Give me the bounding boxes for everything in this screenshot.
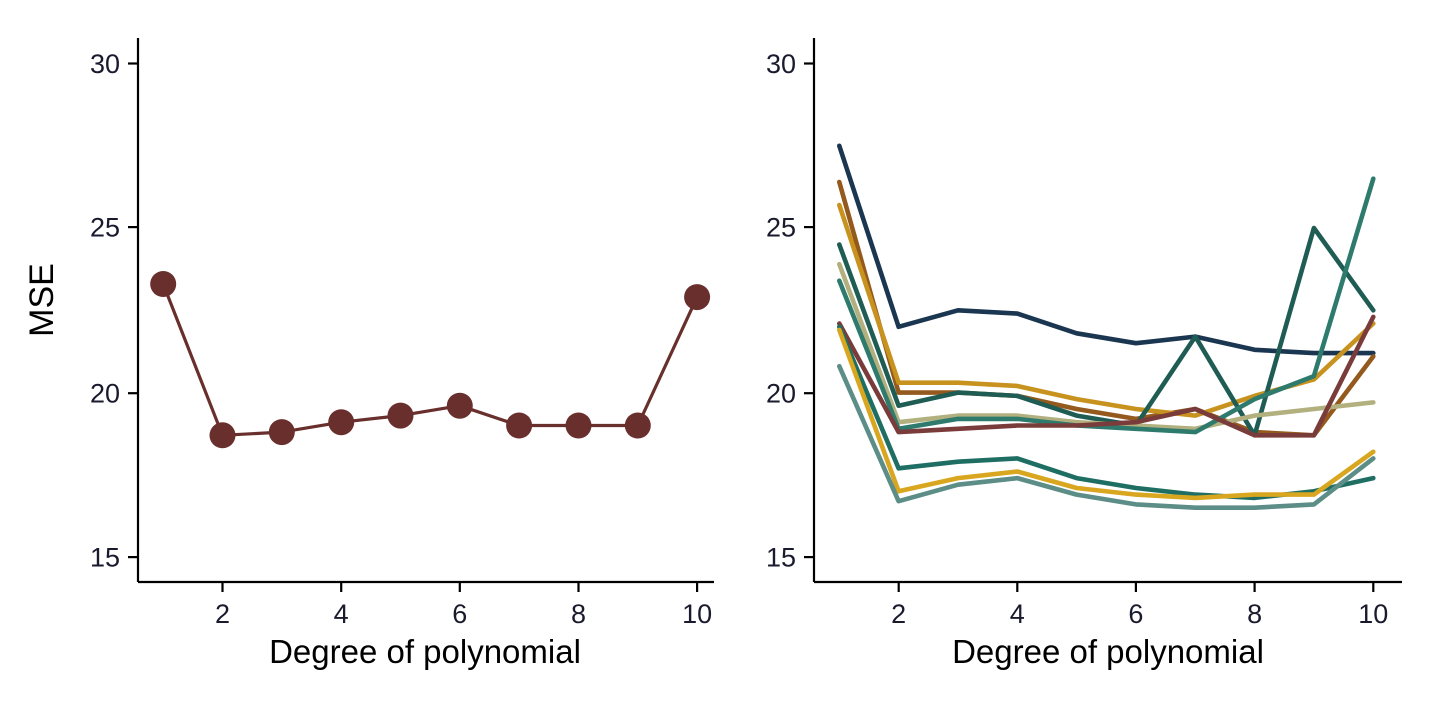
svg-text:8: 8: [1247, 599, 1262, 629]
svg-text:10: 10: [682, 599, 712, 629]
svg-text:Degree of polynomial: Degree of polynomial: [269, 633, 581, 670]
svg-text:30: 30: [90, 49, 120, 79]
svg-text:15: 15: [766, 543, 796, 573]
svg-text:MSE: MSE: [23, 263, 61, 337]
svg-text:30: 30: [766, 49, 796, 79]
svg-text:20: 20: [90, 379, 120, 409]
svg-text:2: 2: [215, 599, 230, 629]
svg-text:2: 2: [891, 599, 906, 629]
svg-text:4: 4: [334, 599, 349, 629]
svg-text:6: 6: [1128, 599, 1143, 629]
svg-text:6: 6: [452, 599, 467, 629]
svg-text:25: 25: [90, 213, 120, 243]
svg-text:15: 15: [90, 543, 120, 573]
svg-text:8: 8: [571, 599, 586, 629]
svg-text:Degree of polynomial: Degree of polynomial: [952, 633, 1264, 670]
svg-text:25: 25: [766, 213, 796, 243]
svg-text:10: 10: [1358, 599, 1388, 629]
svg-text:4: 4: [1010, 599, 1025, 629]
svg-text:20: 20: [766, 379, 796, 409]
